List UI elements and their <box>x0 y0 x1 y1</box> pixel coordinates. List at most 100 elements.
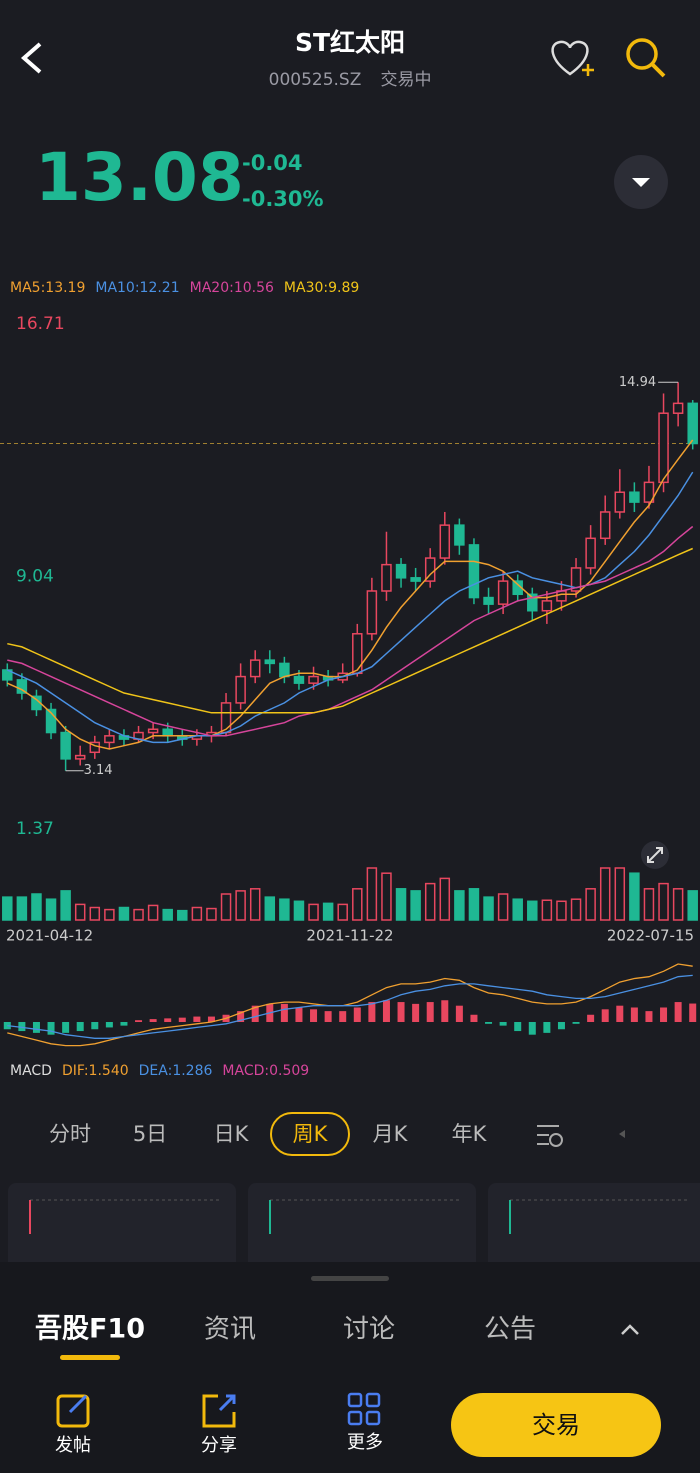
ma-line <box>7 525 694 737</box>
post-icon <box>56 1394 90 1428</box>
candle-body <box>468 544 480 599</box>
period-tab[interactable]: 分时 <box>49 1122 91 1146</box>
macd-bar <box>470 1014 478 1022</box>
macd-bar <box>601 1009 609 1022</box>
candle-body <box>439 524 451 559</box>
period-tab[interactable]: 5日 <box>133 1122 167 1146</box>
volume-bar <box>366 867 378 921</box>
candle-body <box>483 596 494 605</box>
candle-body <box>410 577 421 582</box>
macd-bar <box>412 1003 420 1022</box>
collapse-button[interactable] <box>621 1324 639 1335</box>
candle-body <box>16 679 28 694</box>
action[interactable]: 分享 <box>201 1435 237 1456</box>
cards <box>8 1183 700 1283</box>
bottom-tab[interactable]: 资讯 <box>204 1315 256 1345</box>
macd-bar <box>368 1002 376 1022</box>
expand-button[interactable] <box>641 841 669 869</box>
candle-body <box>672 402 684 414</box>
volume-bar <box>410 890 421 921</box>
volume-bar <box>220 893 232 921</box>
candle-body <box>2 669 13 681</box>
ma-legend: MA10:12.21 <box>95 280 179 296</box>
action[interactable]: 发帖 <box>55 1435 91 1456</box>
volume-bar <box>570 898 582 921</box>
search-button[interactable] <box>626 38 666 78</box>
volume-bar <box>293 900 305 921</box>
back-button[interactable] <box>20 42 42 74</box>
macd-bar <box>76 1022 84 1032</box>
macd-bar <box>251 1005 259 1022</box>
ma-legend: MA30:9.89 <box>284 280 359 296</box>
ma-line <box>6 439 694 750</box>
trade-button[interactable] <box>451 1393 661 1457</box>
candle-body <box>74 754 86 760</box>
macd-bar <box>353 1007 361 1022</box>
high-label: 14.94 <box>619 375 656 390</box>
volume-bar <box>454 890 465 921</box>
volume-bar <box>16 896 28 921</box>
period-tab[interactable]: 周K <box>293 1122 329 1146</box>
volume-bar <box>104 908 115 921</box>
candle-body <box>308 675 319 684</box>
volume-bar <box>31 893 42 921</box>
volume-bar <box>527 900 538 921</box>
ma-legend: MA5:13.19 <box>10 280 85 296</box>
ma-legend: MA20:10.56 <box>190 280 274 296</box>
macd-legend: DEA:1.286 <box>139 1063 213 1079</box>
status: 交易中 <box>381 70 432 90</box>
more-icon <box>347 1392 381 1426</box>
macd-bar <box>528 1022 536 1035</box>
candle-body <box>147 728 159 734</box>
volume-bar <box>585 888 596 921</box>
ma-line <box>7 547 693 714</box>
candle-body <box>264 659 276 665</box>
period-tab[interactable]: 月K <box>373 1122 409 1146</box>
volume-bar <box>249 888 261 921</box>
bottom-tab[interactable]: 吾股F10 <box>35 1314 145 1345</box>
candle-body <box>104 735 115 744</box>
bottom-tab[interactable]: 讨论 <box>343 1315 395 1345</box>
volume-bar <box>497 893 509 921</box>
macd-bar <box>135 1020 143 1022</box>
candle-body <box>395 563 407 579</box>
volume-bar <box>337 903 348 921</box>
candle-body <box>541 600 553 612</box>
x-tick-label: 2022-07-15 <box>607 927 694 945</box>
settings-icon[interactable] <box>537 1125 563 1147</box>
macd-bar <box>689 1003 697 1022</box>
volume-bar <box>541 899 553 921</box>
volume-bar <box>60 890 71 921</box>
macd-legend: MACD <box>10 1063 52 1079</box>
volume-bar <box>206 907 217 921</box>
period-tab[interactable]: 年K <box>452 1122 488 1146</box>
period-active <box>270 1112 350 1156</box>
volume-bar <box>395 888 407 921</box>
action[interactable]: 更多 <box>347 1432 383 1453</box>
favorite-button[interactable] <box>551 40 589 76</box>
volume-bar <box>556 900 567 921</box>
candle-body <box>235 675 246 704</box>
change: -0.04 <box>242 151 303 175</box>
action[interactable]: 交易 <box>532 1411 580 1439</box>
candle-body <box>599 511 611 540</box>
macd-bar <box>149 1019 157 1022</box>
volume-bar <box>74 903 86 921</box>
volume-bar <box>468 888 480 921</box>
volume-bar <box>599 867 611 921</box>
candle-body <box>643 481 655 503</box>
macd-bar <box>164 1018 172 1022</box>
change-pct: -0.30% <box>242 187 324 211</box>
candle-body <box>279 662 290 678</box>
candle-body <box>570 567 582 592</box>
dropdown-arrow <box>632 178 650 187</box>
macd-bar <box>295 1007 303 1022</box>
volume-bar <box>89 906 101 921</box>
period-tab[interactable]: 日K <box>214 1122 250 1146</box>
bottom-tab[interactable]: 公告 <box>484 1315 536 1345</box>
volume-bar <box>512 898 523 921</box>
macd-bar <box>557 1022 565 1030</box>
volume-bar <box>118 906 130 921</box>
candle-body <box>220 702 232 734</box>
